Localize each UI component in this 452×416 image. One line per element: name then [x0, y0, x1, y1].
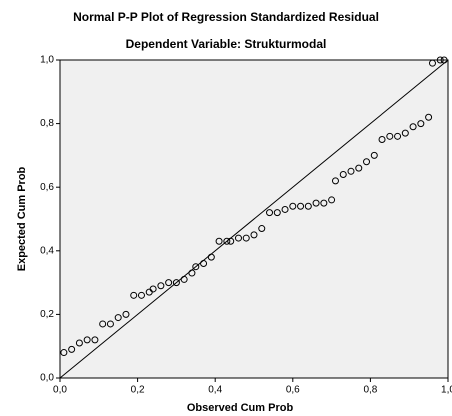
y-axis-label: Expected Cum Prob: [16, 166, 28, 271]
x-tick-label: 0,8: [363, 385, 377, 396]
point: [192, 263, 200, 271]
point: [266, 209, 274, 217]
point: [289, 202, 297, 210]
point: [130, 291, 138, 299]
point: [428, 59, 436, 67]
point: [137, 291, 145, 299]
point: [242, 234, 250, 242]
point: [227, 237, 235, 245]
point: [436, 56, 444, 64]
point: [409, 123, 417, 131]
point: [106, 320, 114, 328]
point: [417, 120, 425, 128]
point: [425, 113, 433, 121]
point: [363, 158, 371, 166]
point: [68, 345, 76, 353]
y-tick-label: 0,4: [40, 245, 54, 256]
point: [99, 320, 107, 328]
y-tick-label: 0,2: [40, 309, 54, 320]
point: [91, 336, 99, 344]
point: [114, 314, 122, 322]
point: [60, 349, 68, 357]
point: [339, 170, 347, 178]
point: [281, 205, 289, 213]
y-tick-label: 0,6: [40, 182, 54, 193]
point: [180, 275, 188, 283]
point: [250, 231, 258, 239]
point: [347, 167, 355, 175]
point: [355, 164, 363, 172]
point: [401, 129, 409, 137]
point: [394, 132, 402, 140]
chart-subtitle: Dependent Variable: Strukturmodal: [126, 37, 327, 51]
chart-title: Normal P-P Plot of Regression Standardiz…: [73, 10, 379, 24]
point: [149, 285, 157, 293]
x-tick-label: 1,0: [441, 385, 452, 396]
point: [207, 253, 215, 261]
point: [165, 279, 173, 287]
point: [440, 56, 448, 64]
point: [320, 199, 328, 207]
reference-line: [59, 59, 449, 379]
y-tick-label: 1,0: [40, 55, 54, 66]
x-axis-label: Observed Cum Prob: [187, 402, 294, 414]
x-tick-label: 0,6: [286, 385, 300, 396]
y-tick-label: 0,8: [40, 118, 54, 129]
x-tick-label: 0,2: [131, 385, 145, 396]
point: [297, 202, 305, 210]
point: [157, 282, 165, 290]
point: [331, 177, 339, 185]
point: [328, 196, 336, 204]
point: [386, 132, 394, 140]
point: [75, 339, 83, 347]
x-tick-label: 0,4: [208, 385, 222, 396]
point: [83, 336, 91, 344]
point: [172, 279, 180, 287]
point: [378, 136, 386, 143]
point: [258, 225, 266, 233]
point: [122, 310, 130, 318]
point: [200, 260, 208, 268]
point: [304, 202, 312, 210]
point: [223, 237, 231, 245]
y-tick-label: 0,0: [40, 373, 54, 384]
x-tick-label: 0,0: [53, 385, 67, 396]
point: [188, 269, 196, 277]
point: [312, 199, 320, 207]
point: [370, 151, 378, 159]
point: [234, 234, 242, 242]
point: [273, 209, 281, 217]
point: [215, 237, 223, 245]
